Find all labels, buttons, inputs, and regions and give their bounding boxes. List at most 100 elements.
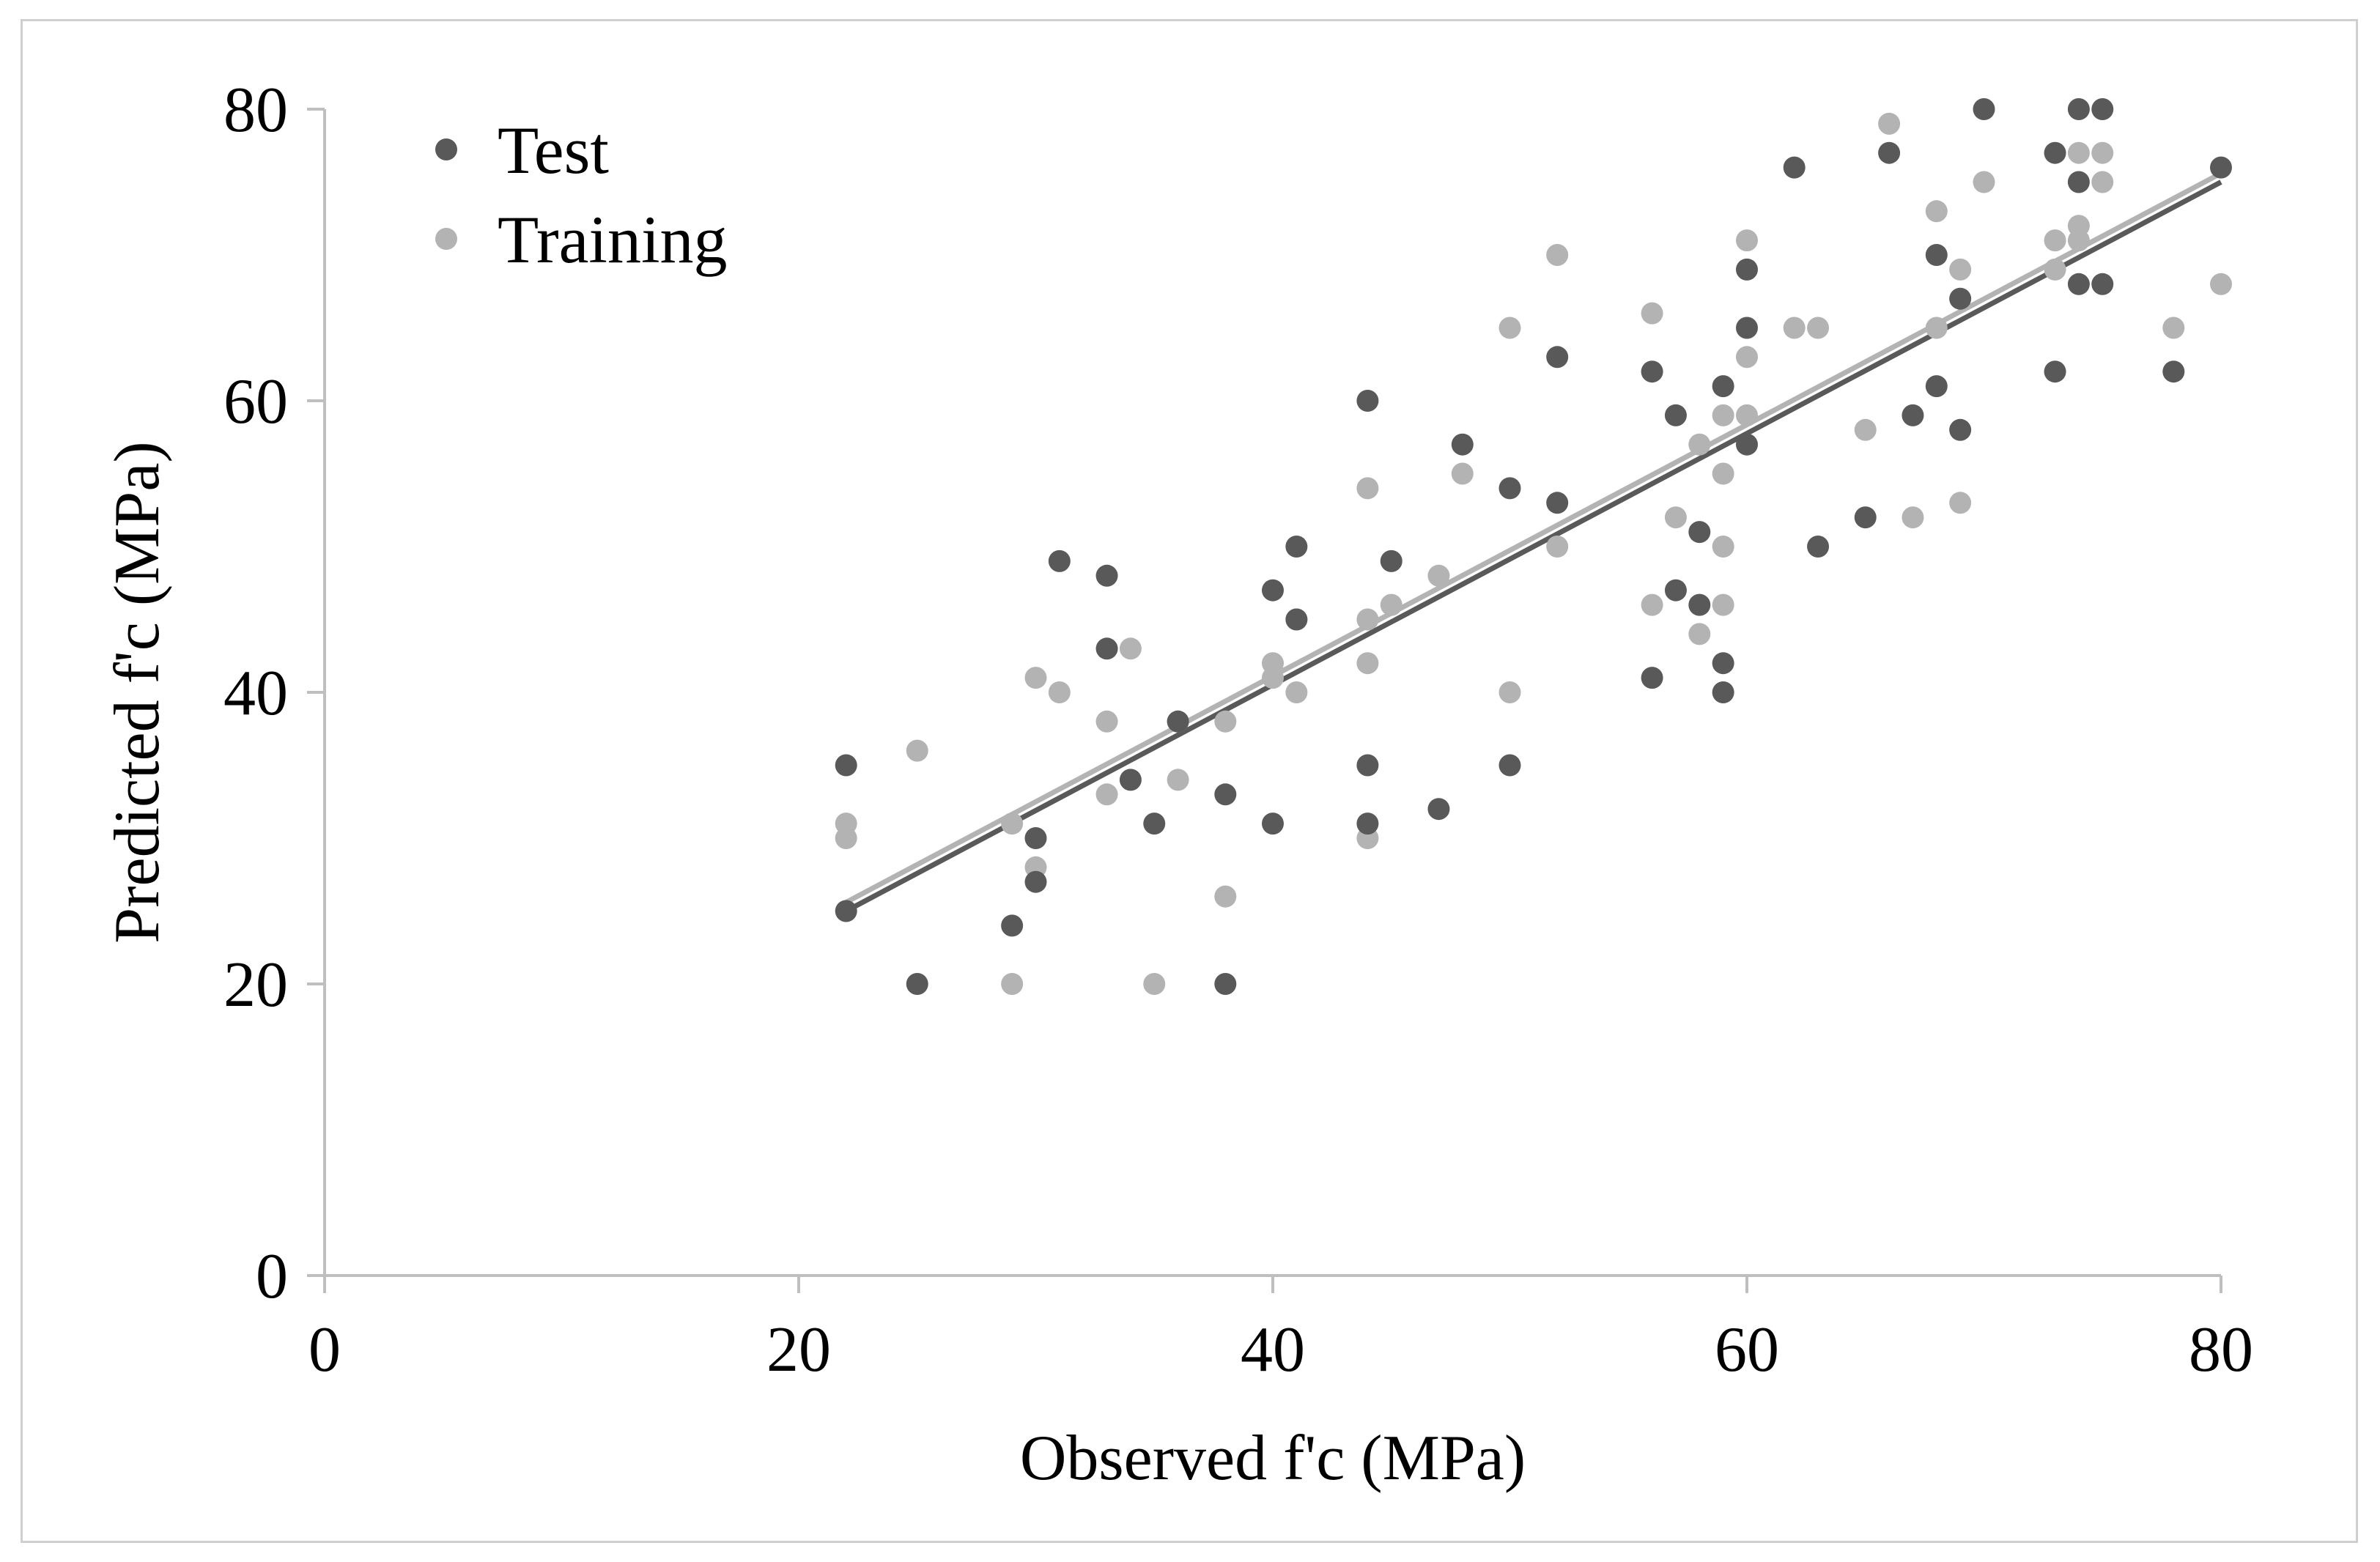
- point-training: [2091, 141, 2114, 164]
- point-test: [1380, 549, 1402, 572]
- point-test: [1285, 608, 1308, 631]
- point-training: [1925, 200, 1948, 223]
- point-test: [2091, 98, 2114, 120]
- point-test: [1427, 798, 1450, 821]
- point-test: [1262, 813, 1284, 835]
- point-training: [1356, 608, 1379, 631]
- point-test: [906, 973, 928, 995]
- axes: 0 20 40 60 80 0 20 40 60 80: [223, 75, 2253, 1385]
- y-axis-title: Predicted f'c (MPa): [102, 441, 173, 943]
- point-test: [2091, 273, 2114, 295]
- point-test: [2210, 156, 2232, 179]
- point-test: [1973, 98, 1995, 120]
- x-tick-label: 40: [1241, 1314, 1305, 1385]
- y-tick-label: 0: [256, 1241, 288, 1312]
- scatter-chart: 0 20 40 60 80 0 20 40 60 80 Test Training Observe…: [102, 75, 2253, 1494]
- legend-marker-training: [435, 228, 457, 250]
- point-training: [1807, 317, 1830, 339]
- point-training: [2067, 141, 2090, 164]
- trendline-training: [845, 171, 2222, 905]
- x-tick-label: 0: [308, 1314, 341, 1385]
- point-training: [1048, 681, 1071, 703]
- point-training: [1119, 637, 1142, 660]
- y-tick-label: 40: [223, 658, 288, 729]
- point-test: [2067, 273, 2090, 295]
- point-training: [1285, 681, 1308, 703]
- y-tick-label: 80: [223, 75, 288, 146]
- point-test: [1664, 404, 1687, 426]
- point-training: [1095, 710, 1118, 733]
- point-test: [1783, 156, 1806, 179]
- x-axis-title: Observed f'c (MPa): [1020, 1423, 1526, 1494]
- point-test: [1807, 536, 1830, 558]
- point-test: [1024, 870, 1047, 893]
- y-ticks: 0 20 40 60 80: [223, 75, 325, 1312]
- point-test: [1641, 667, 1663, 689]
- point-test: [1664, 579, 1687, 602]
- point-test: [1285, 536, 1308, 558]
- point-test: [1048, 549, 1071, 572]
- point-training: [1854, 418, 1877, 441]
- point-test: [1214, 973, 1237, 995]
- point-training: [1001, 813, 1024, 835]
- point-training: [1167, 769, 1189, 791]
- point-test: [2162, 360, 2185, 383]
- x-tick-label: 20: [766, 1314, 831, 1385]
- point-training: [1949, 492, 1972, 514]
- point-training: [2044, 229, 2066, 252]
- point-training: [1736, 404, 1758, 426]
- legend-marker-test: [435, 138, 457, 160]
- point-test: [2067, 98, 2090, 120]
- point-test: [1949, 418, 1972, 441]
- y-tick-label: 60: [223, 366, 288, 437]
- point-training: [1214, 885, 1237, 908]
- point-test: [1736, 317, 1758, 339]
- point-training: [2044, 258, 2066, 281]
- series-test: [835, 98, 2232, 995]
- point-training: [1925, 317, 1948, 339]
- point-training: [1878, 112, 1901, 135]
- point-test: [1024, 827, 1047, 849]
- point-training: [1451, 462, 1474, 485]
- point-test: [1902, 404, 1924, 426]
- point-training: [1498, 681, 1521, 703]
- point-training: [1380, 593, 1402, 616]
- point-training: [1688, 433, 1711, 456]
- point-training: [1688, 623, 1711, 645]
- point-test: [1736, 433, 1758, 456]
- point-test: [2044, 360, 2066, 383]
- point-training: [1356, 652, 1379, 675]
- point-test: [1356, 754, 1379, 777]
- point-test: [1688, 593, 1711, 616]
- point-training: [2091, 171, 2114, 193]
- point-test: [2067, 171, 2090, 193]
- legend-label-training: Training: [498, 202, 728, 277]
- point-training: [1001, 973, 1024, 995]
- point-test: [1546, 492, 1569, 514]
- point-test: [1878, 141, 1901, 164]
- point-training: [1712, 404, 1734, 426]
- x-ticks: 0 20 40 60 80: [308, 1276, 2253, 1385]
- point-test: [1949, 287, 1972, 310]
- point-training: [2210, 273, 2232, 295]
- x-tick-label: 80: [2189, 1314, 2253, 1385]
- point-training: [1356, 477, 1379, 500]
- trendlines: [845, 171, 2222, 914]
- point-training: [1712, 593, 1734, 616]
- point-test: [2044, 141, 2066, 164]
- point-test: [1143, 813, 1166, 835]
- point-training: [906, 739, 928, 762]
- point-test: [1001, 914, 1024, 937]
- point-test: [1356, 390, 1379, 412]
- point-test: [1095, 637, 1118, 660]
- point-test: [1925, 375, 1948, 398]
- point-test: [1262, 579, 1284, 602]
- point-training: [1712, 536, 1734, 558]
- point-training: [1427, 564, 1450, 587]
- point-training: [1664, 506, 1687, 529]
- chart-frame: 0 20 40 60 80 0 20 40 60 80 Test Training Observe…: [21, 19, 2358, 1543]
- point-test: [1736, 258, 1758, 281]
- point-training: [1546, 244, 1569, 266]
- point-test: [1546, 346, 1569, 369]
- point-training: [1783, 317, 1806, 339]
